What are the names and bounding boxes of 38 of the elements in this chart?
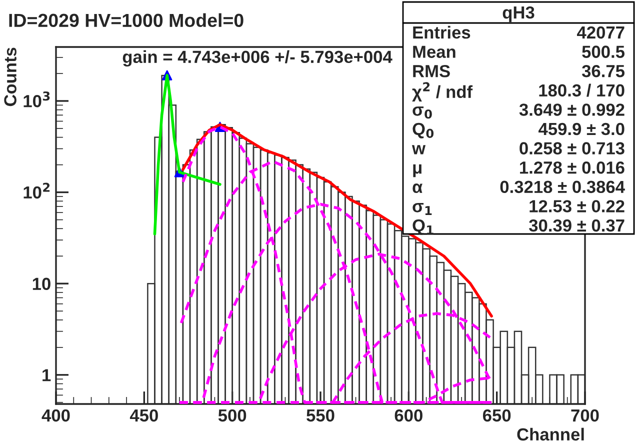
x-tick-label: 400: [42, 409, 70, 422]
annotation: w: [412, 145, 426, 154]
annotation: 0.3218 ± 0.3864: [500, 180, 625, 194]
annotation: 12.53 ± 0.22: [530, 200, 624, 212]
x-tick-label: 650: [482, 409, 511, 422]
y-axis-title: Counts: [4, 48, 16, 106]
annotation: 0.258 ± 0.713: [520, 142, 624, 154]
annotation: 30.39 ± 0.37: [528, 219, 624, 232]
y-tick-label: 10: [32, 278, 50, 290]
y-tick-label: 10$^{3}$: [24, 91, 50, 108]
annotation: μ: [413, 164, 422, 178]
annotation: Q$_{0}$: [412, 122, 434, 138]
annotation: σ$_{0}$: [412, 106, 432, 119]
annotation: 36.75: [582, 64, 625, 78]
annotation: 459.9 ± 3.0: [538, 122, 624, 136]
annotation: χ$^{2}$ / ndf: [412, 82, 473, 102]
x-tick-label: 700: [571, 409, 599, 422]
annotation: 500.5: [582, 46, 625, 58]
annotation: gain = 4.743e+006 +/- 5.793e+004: [122, 50, 392, 67]
chart-title: ID=2029 HV=1000 Model=0: [9, 13, 244, 28]
annotation: 180.3 / 170: [539, 84, 624, 97]
y-tick-label: 10$^{2}$: [24, 182, 50, 199]
x-tick-label: 500: [218, 409, 246, 422]
text: qH3: [502, 6, 534, 22]
annotation: Q$_{1}$: [412, 219, 434, 235]
y-tick-label: 1: [42, 369, 51, 382]
x-axis-title: Channel: [517, 428, 584, 441]
x-tick-label: 600: [394, 409, 422, 422]
annotation: 3.649 ± 0.992: [519, 104, 624, 116]
annotation: σ$_{1}$: [412, 202, 432, 216]
annotation: α: [412, 184, 422, 194]
x-tick-label: 450: [130, 409, 158, 422]
annotation: 1.278 ± 0.016: [520, 161, 624, 174]
annotation: Mean: [413, 46, 456, 58]
text: Entries: [413, 26, 470, 39]
annotation: RMS: [413, 64, 450, 78]
x-tick-label: 550: [306, 409, 334, 422]
text: 42077: [576, 26, 624, 39]
